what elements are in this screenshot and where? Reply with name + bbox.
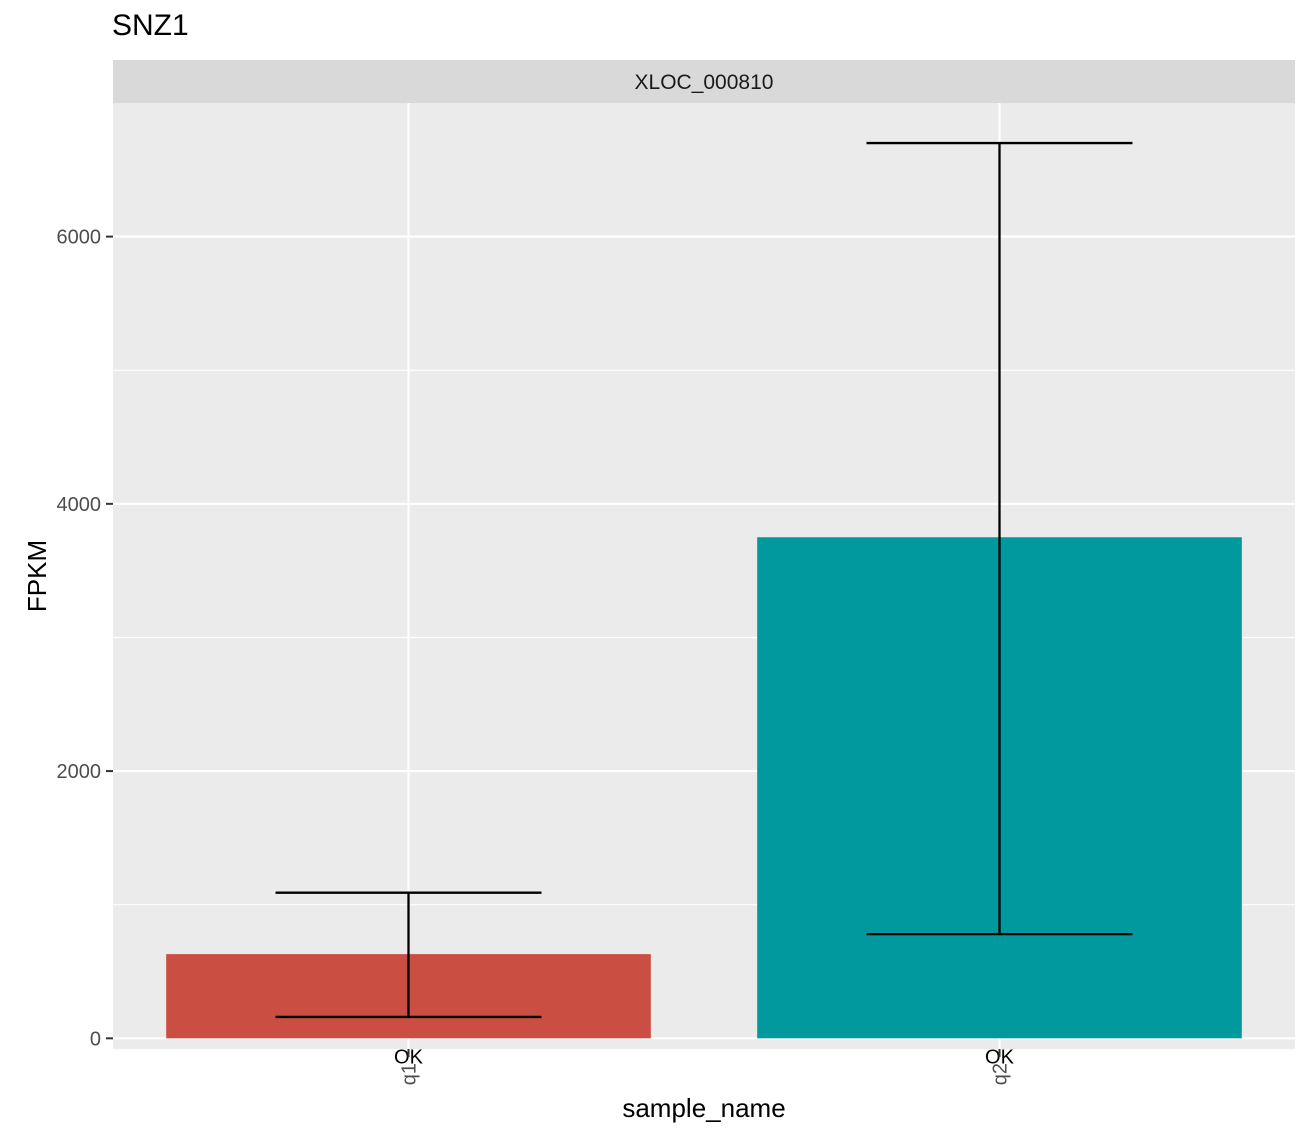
y-tick-label: 2000 — [57, 761, 102, 783]
chart-title: SNZ1 — [112, 9, 189, 42]
y-axis-title: FPKM — [22, 540, 52, 612]
y-tick-label: 4000 — [57, 494, 102, 516]
y-tick-label: 6000 — [57, 227, 102, 249]
facet-label: XLOC_000810 — [635, 71, 774, 94]
x-axis-title: sample_name — [622, 1093, 785, 1123]
facet-strip — [113, 60, 1295, 103]
x-axis: q1 q2 — [399, 1049, 1012, 1085]
y-axis: 0 2000 4000 6000 — [57, 227, 113, 1050]
status-label-q1: OK — [394, 1046, 424, 1068]
x-tick-label: q2 — [990, 1063, 1012, 1085]
y-tick-label: 0 — [90, 1028, 101, 1050]
status-labels: OK OK — [394, 1046, 1015, 1068]
x-tick-label: q1 — [399, 1063, 421, 1085]
status-label-q2: OK — [985, 1046, 1015, 1068]
error-bars — [275, 141, 1133, 1019]
